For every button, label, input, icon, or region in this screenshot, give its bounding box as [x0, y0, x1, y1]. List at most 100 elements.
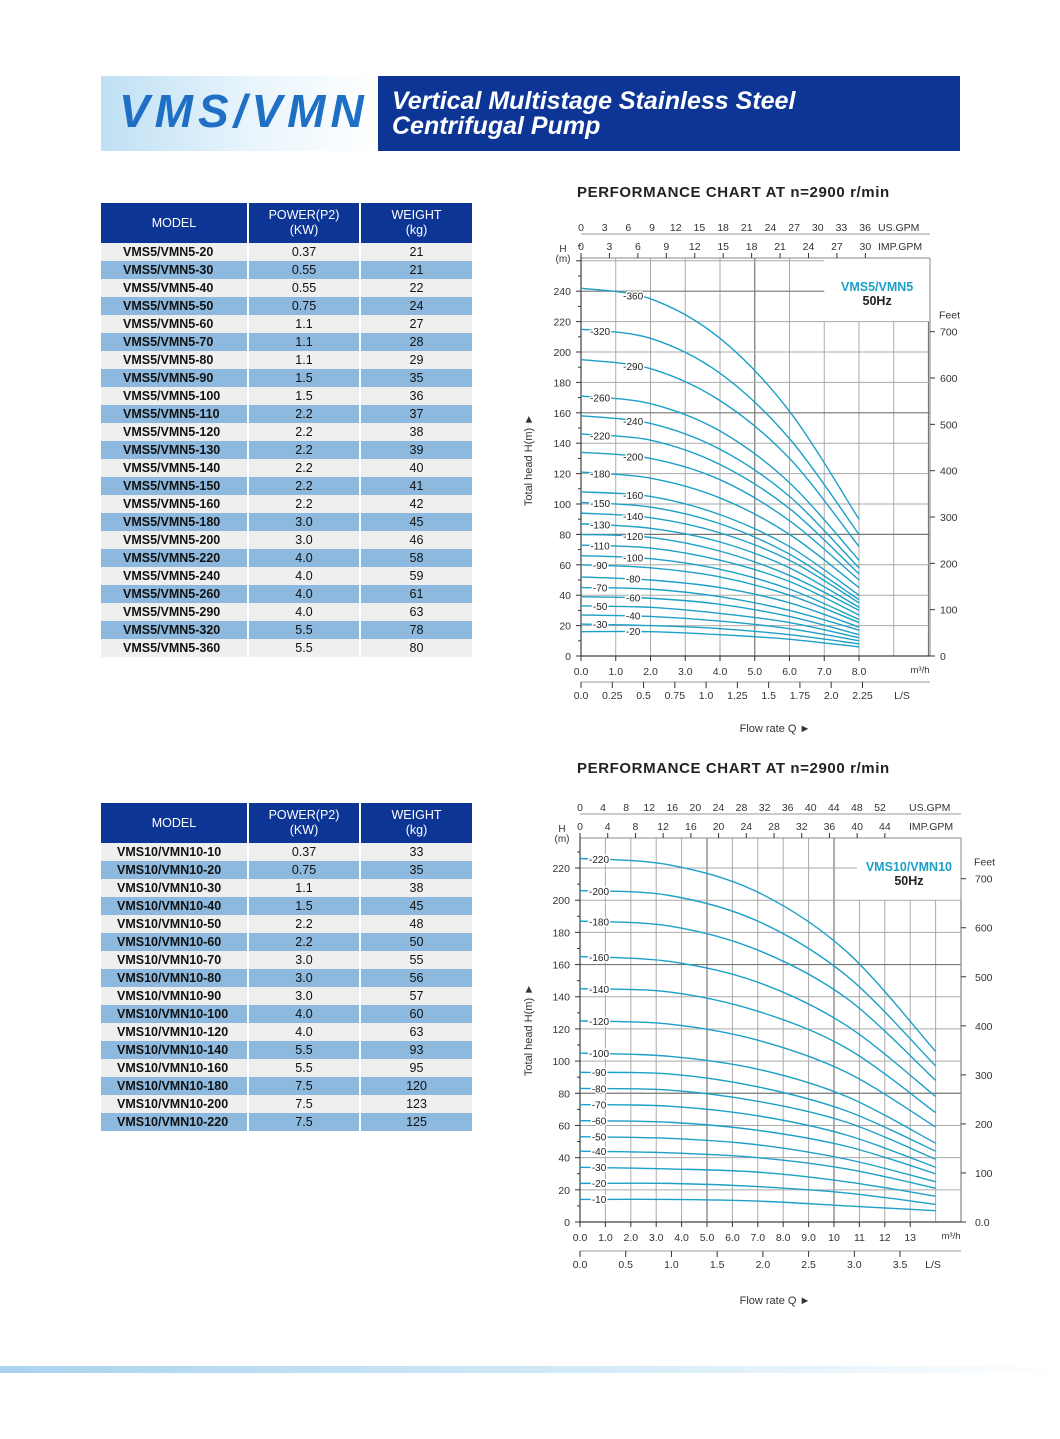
table-row: VMS5/VMN5-220 4.0 58	[101, 549, 472, 567]
table-row: VMS10/VMN10-220 7.5 125	[101, 1113, 472, 1131]
x-unit-label: m³/h	[942, 1231, 961, 1242]
pump-curve	[580, 623, 860, 645]
model-cell: VMS5/VMN5-80	[101, 351, 249, 369]
usgpm-tick-label: 52	[874, 802, 886, 814]
y-tick-label: 20	[558, 1185, 570, 1197]
impgpm-unit-label: IMP.GPM	[909, 821, 953, 833]
weight-cell: 63	[360, 603, 472, 621]
y-unit-label: (m)	[556, 254, 571, 265]
pump-curve	[580, 586, 860, 631]
table-row: VMS5/VMN5-40 0.55 22	[101, 279, 472, 297]
impgpm-tick-label: 36	[824, 821, 836, 833]
feet-tick-label: 0.0	[975, 1217, 990, 1229]
usgpm-tick-label: 36	[782, 802, 794, 814]
weight-cell: 61	[360, 585, 472, 603]
feet-tick-label: 200	[940, 558, 958, 570]
curve-label: -220	[589, 855, 609, 866]
table-row: VMS10/VMN10-30 1.1 38	[101, 879, 472, 897]
model-cell: VMS10/VMN10-160	[101, 1059, 249, 1077]
chart-1: 020406080100120140160180200220240H(m)0.0…	[523, 222, 960, 735]
curve-label: -60	[626, 593, 641, 604]
table-row: VMS10/VMN10-140 5.5 93	[101, 1041, 472, 1059]
curve-label: -40	[626, 612, 641, 623]
weight-cell: 33	[360, 843, 472, 861]
pump-curve	[580, 614, 860, 642]
impgpm-tick-label: 32	[796, 821, 808, 833]
impgpm-unit-label: IMP.GPM	[878, 241, 922, 253]
weight-cell: 120	[360, 1077, 472, 1095]
weight-cell: 93	[360, 1041, 472, 1059]
ls-tick-label: 0.5	[636, 690, 651, 702]
feet-tick-label: 600	[975, 923, 993, 935]
power-cell: 4.0	[248, 1005, 361, 1023]
power-cell: 0.75	[248, 861, 361, 879]
x-tick-label: 6.0	[725, 1232, 740, 1244]
page-title-line1: Vertical Multistage Stainless Steel	[392, 87, 796, 115]
weight-cell: 45	[360, 897, 472, 915]
table-row: VMS10/VMN10-200 7.5 123	[101, 1095, 472, 1113]
table-row: VMS5/VMN5-160 2.2 42	[101, 495, 472, 513]
pump-curve	[580, 596, 860, 636]
impgpm-tick-label: 24	[740, 821, 752, 833]
y-tick-label: 60	[558, 1120, 570, 1132]
curve-label: -320	[590, 327, 610, 338]
pump-curve	[579, 987, 937, 1114]
usgpm-tick-label: 16	[666, 802, 678, 814]
pump-curve	[580, 501, 860, 601]
curve-label: -200	[623, 452, 643, 463]
feet-tick-label: 400	[975, 1021, 993, 1033]
feet-tick-label: 700	[940, 327, 958, 339]
frequency-label: 50Hz	[894, 874, 923, 888]
feet-tick-label: 100	[940, 605, 958, 617]
model-cell: VMS10/VMN10-70	[101, 951, 249, 969]
impgpm-tick-label: 8	[633, 821, 639, 833]
x-tick-label: 2.0	[623, 1232, 638, 1244]
feet-tick-label: 0	[940, 651, 946, 663]
weight-cell: 60	[360, 1005, 472, 1023]
weight-cell: 35	[360, 861, 472, 879]
ls-tick-label: 0.0	[574, 690, 589, 702]
y-tick-label: 40	[559, 590, 571, 602]
impgpm-tick-label: 12	[689, 241, 701, 253]
y-tick-label: 220	[553, 317, 571, 329]
pump-curve	[580, 287, 860, 520]
y-tick-label: 200	[553, 347, 571, 359]
vms10-spec-table: MODEL POWER(P2) (KW) WEIGHT (kg) VMS10/VMN10-…	[101, 803, 472, 1131]
power-cell: 0.37	[248, 843, 361, 861]
pump-curve	[580, 491, 860, 596]
ls-tick-label: 2.0	[824, 690, 839, 702]
curve-label: -80	[592, 1084, 607, 1095]
model-cell: VMS5/VMN5-40	[101, 279, 249, 297]
table-row: VMS10/VMN10-20 0.75 35	[101, 861, 472, 879]
x-axis-title: Flow rate Q ►	[740, 723, 811, 735]
x-tick-label: 13	[904, 1232, 916, 1244]
pump-curve	[580, 512, 860, 604]
y-tick-label: 0	[564, 1217, 570, 1229]
pump-curve	[579, 1103, 936, 1168]
ls-tick-label: 0.75	[665, 690, 686, 702]
title-banner: Vertical Multistage Stainless Steel Cent…	[378, 76, 960, 151]
usgpm-unit-label: US.GPM	[878, 222, 919, 234]
pump-curve	[580, 630, 860, 648]
power-cell: 4.0	[248, 603, 361, 621]
model-cell: VMS10/VMN10-90	[101, 987, 249, 1005]
weight-cell: 42	[360, 495, 472, 513]
usgpm-tick-label: 6	[625, 222, 631, 234]
x-tick-label: 1.0	[598, 1232, 613, 1244]
footer-bar	[0, 1366, 1060, 1373]
x-tick-label: 8.0	[776, 1232, 791, 1244]
ls-tick-label: 2.5	[801, 1259, 816, 1271]
power-cell: 5.5	[248, 1041, 361, 1059]
y-tick-label: 0	[565, 651, 571, 663]
weight-cell: 35	[360, 369, 472, 387]
curve-label: -140	[623, 512, 643, 523]
x-tick-label: 7.0	[817, 666, 832, 678]
ls-unit-label: L/S	[894, 690, 910, 702]
y-tick-label: 80	[558, 1088, 570, 1100]
weight-cell: 63	[360, 1023, 472, 1041]
model-cell: VMS5/VMN5-70	[101, 333, 249, 351]
model-cell: VMS5/VMN5-60	[101, 315, 249, 333]
model-series-label: VMS5/VMN5	[841, 280, 913, 294]
power-cell: 3.0	[248, 531, 361, 549]
curve-label: -360	[623, 292, 643, 303]
